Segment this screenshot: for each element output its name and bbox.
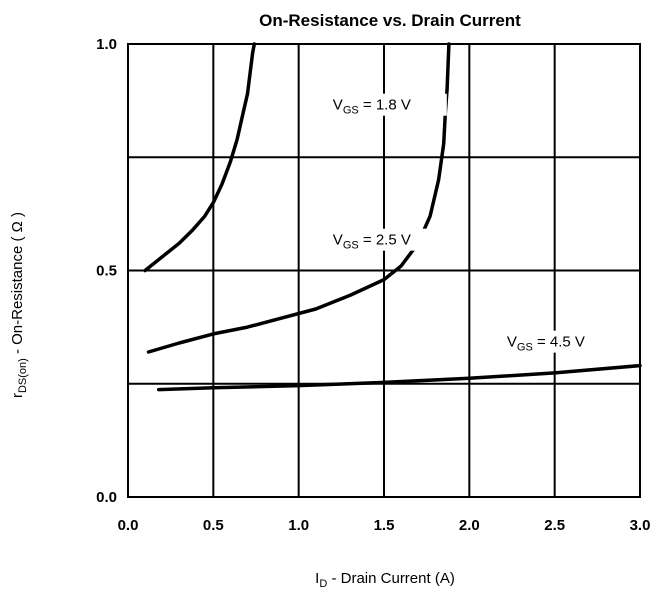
- plot-frame: [127, 43, 641, 498]
- series-line-2: [156, 363, 642, 392]
- x-tick-label: 2.5: [544, 517, 565, 534]
- y-axis-label: rDS(on) - On-Resistance ( Ω ): [9, 212, 29, 398]
- y-tick-label: 0.0: [96, 489, 117, 506]
- x-tick-label: 1.5: [374, 517, 395, 534]
- x-tick-label: 3.0: [630, 517, 651, 534]
- series-label-2: VGS = 4.5 V: [507, 334, 585, 354]
- curve-labels: VGS = 1.8 V VGS = 2.5 V VGS = 4.5 V: [328, 93, 621, 354]
- series-label-bg-2: [502, 330, 621, 353]
- x-tick-label: 1.0: [288, 517, 309, 534]
- tick-labels: 0.0 0.5 1.0 1.5 2.0 2.5 3.0 0.0 0.5 1.0: [96, 36, 650, 534]
- x-axis-label: ID - Drain Current (A): [315, 570, 455, 590]
- series-label-bg-1: [328, 228, 447, 251]
- y-tick-label: 1.0: [96, 36, 117, 53]
- series-label-0: VGS = 1.8 V: [333, 97, 411, 117]
- chart-title: On-Resistance vs. Drain Current: [259, 11, 521, 30]
- x-tick-label: 0.0: [118, 517, 139, 534]
- x-tick-label: 2.0: [459, 517, 480, 534]
- series-label-bg-0: [328, 93, 447, 116]
- series-line-0: [143, 42, 257, 273]
- series-label-1: VGS = 2.5 V: [333, 232, 411, 252]
- y-tick-label: 0.5: [96, 263, 117, 280]
- x-tick-label: 0.5: [203, 517, 224, 534]
